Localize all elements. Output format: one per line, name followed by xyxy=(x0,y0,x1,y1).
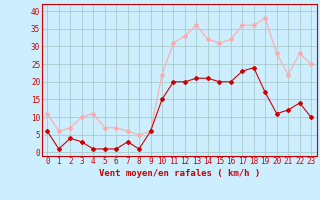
X-axis label: Vent moyen/en rafales ( km/h ): Vent moyen/en rafales ( km/h ) xyxy=(99,169,260,178)
